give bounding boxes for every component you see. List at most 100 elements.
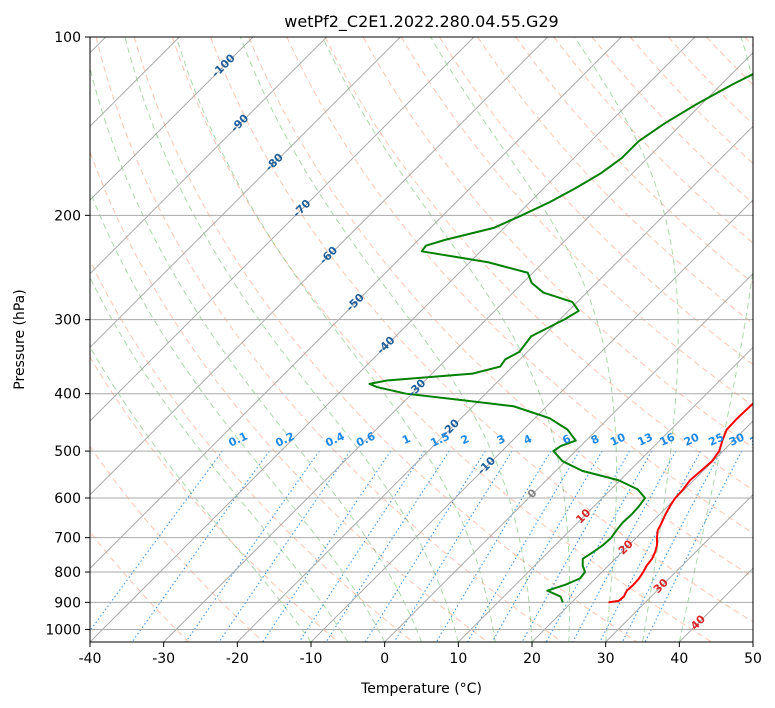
x-tick-label: 20 (523, 651, 541, 667)
mixing-ratio-line (325, 450, 450, 642)
x-tick-label: -20 (226, 651, 249, 667)
moist-adiabat (678, 37, 753, 642)
dry-adiabat (90, 356, 339, 642)
isotherm-label: -90 (228, 111, 251, 134)
dry-adiabat (324, 37, 753, 491)
x-tick-label: 50 (744, 651, 762, 667)
plot-frame (89, 36, 754, 643)
mixing-ratio-label: 16 (658, 430, 678, 448)
mixing-ratio-line (521, 450, 630, 642)
isotherm-label: 10 (573, 506, 593, 526)
dry-adiabat (90, 531, 190, 642)
y-tick-label: 700 (54, 531, 81, 547)
mixing-ratio-line (545, 450, 653, 642)
mixing-ratio-line (599, 450, 702, 642)
moist-adiabat (574, 37, 679, 642)
mixing-ratio-line (185, 450, 320, 642)
mixing-ratio-line (218, 450, 351, 642)
isotherm-line (90, 37, 549, 496)
moist-adiabat (124, 37, 459, 642)
isotherm-line (678, 567, 753, 642)
moist-adiabat (430, 37, 618, 642)
isotherm-line (531, 420, 753, 642)
dry-adiabat (210, 37, 753, 623)
axes: -40 -30 -20 -10 0 10 20 30 40 5010020030040050060… (45, 30, 762, 667)
mixing-ratio-line (467, 450, 580, 642)
y-tick-label: 600 (54, 491, 81, 507)
isotherm-line (752, 641, 753, 642)
mixing-ratio-label: 0.2 (273, 430, 296, 450)
chart-title: wetPf2_C2E1.2022.280.04.55.G29 (284, 12, 558, 32)
dry-adiabat (744, 37, 753, 47)
isotherm-label: 20 (616, 537, 636, 557)
isotherm-line (163, 51, 753, 642)
temperature-profile (608, 402, 753, 604)
isotherm-line (90, 37, 401, 349)
moist-adiabat (90, 189, 386, 642)
moist-adiabat (90, 66, 422, 642)
x-tick-label: 0 (380, 651, 389, 667)
y-tick-label: 400 (54, 387, 81, 403)
y-tick-label: 1000 (45, 622, 81, 638)
mixing-ratio-line (364, 450, 486, 642)
isotherm-label: 0 (525, 486, 540, 501)
dry-adiabat (90, 445, 264, 642)
isotherm-line (384, 272, 753, 642)
mixing-ratio-line (262, 450, 392, 642)
dry-adiabat (668, 37, 753, 125)
mixing-ratio-line (298, 450, 425, 642)
mixing-ratio-label: 4 (522, 432, 535, 447)
dry-adiabat (439, 37, 753, 366)
mixing-ratio-label: 25 (707, 431, 726, 449)
dewpoint-profile (368, 72, 753, 603)
moist-adiabat (322, 37, 571, 642)
x-tick-label: -30 (152, 651, 175, 667)
mixing-ratio-line (435, 450, 552, 642)
isotherm-line (90, 37, 475, 422)
x-axis-title: Temperature (°C) (360, 681, 482, 697)
dry-adiabat (477, 37, 753, 325)
mixing-ratio-line (131, 450, 270, 642)
isotherm-line (310, 199, 753, 642)
mixing-ratio-line (572, 450, 677, 642)
y-tick-label: 800 (54, 565, 81, 581)
mixing-ratio-label: 8 (589, 432, 601, 447)
mixing-ratio-line (90, 450, 223, 632)
isotherm-line (457, 346, 753, 642)
x-tick-label: 30 (597, 651, 615, 667)
isotherm-line (90, 37, 328, 275)
isotherm-line (90, 37, 254, 201)
moist-adiabat (90, 345, 312, 642)
isotherm-label: -80 (263, 150, 286, 173)
mixing-ratio-line (491, 450, 603, 642)
x-tick-label: -10 (300, 651, 323, 667)
isotherm-label: -100 (209, 51, 238, 80)
y-axis-title: Pressure (hPa) (12, 289, 28, 389)
y-tick-label: 200 (54, 208, 81, 224)
mixing-ratio-label: 3 (495, 432, 507, 447)
isotherm-line (236, 125, 753, 642)
x-tick-label: 40 (670, 651, 688, 667)
mixing-ratio-label: 30 (727, 430, 747, 448)
mixing-ratio-line (621, 450, 722, 642)
mixing-ratio-label: 0.6 (354, 429, 377, 449)
mixing-ratio-label: 0.1 (227, 430, 250, 450)
dry-adiabat (95, 37, 563, 642)
y-tick-label: 900 (54, 595, 81, 611)
dry-adiabat (553, 37, 753, 244)
y-tick-label: 500 (54, 444, 81, 460)
mixing-ratio-line (644, 450, 743, 642)
dry-adiabat (90, 150, 488, 642)
moist-adiabat (175, 37, 496, 642)
mixing-ratio-label: 20 (682, 430, 702, 448)
dry-adiabat (90, 259, 414, 642)
y-tick-label: 300 (54, 313, 81, 329)
plot-area: -100-90-80-70-60-50-40-30-20-10010203040… (90, 37, 753, 642)
x-tick-label: -40 (79, 651, 102, 667)
mixing-ratio-label: 0.4 (323, 430, 346, 450)
mixing-ratio-label: 1 (400, 432, 412, 447)
isotherm-line (605, 493, 753, 642)
x-tick-label: 10 (449, 651, 467, 667)
isotherm-line (90, 37, 696, 642)
